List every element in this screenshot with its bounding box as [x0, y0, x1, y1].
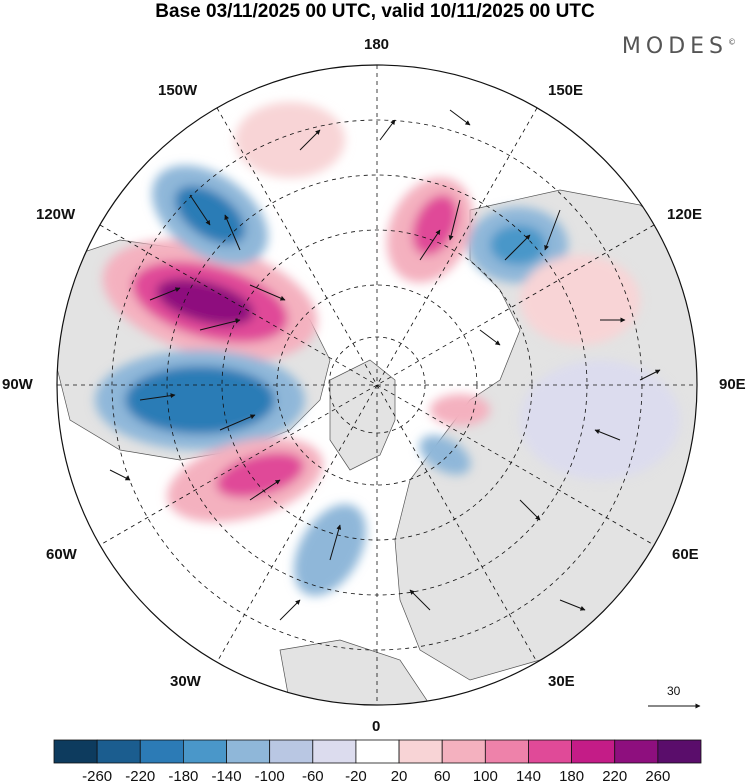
colorbar-swatch — [398, 739, 443, 764]
anomaly-pos-north-1 — [235, 102, 345, 178]
colorbar-swatch — [269, 739, 314, 764]
map-title: Base 03/11/2025 00 UTC, valid 10/11/2025… — [155, 1, 595, 22]
colorbar-tick-label: 140 — [516, 768, 541, 783]
colorbar-tick-label: -180 — [168, 768, 198, 783]
anomaly-pos-sw-2 — [216, 452, 304, 498]
anomaly-pos-center-e — [430, 394, 490, 426]
anomaly-neg-nw-2 — [174, 185, 246, 245]
graticule — [57, 65, 697, 705]
colorbar-swatch — [226, 739, 271, 764]
lon-label-60w: 60W — [46, 546, 77, 563]
modes-logo: MODES© — [622, 34, 736, 59]
colorbar: -260 -220 -180 -140 -100 -60 -20 20 60 100 140 180 2… — [53, 739, 702, 783]
colorbar-tick-label: -140 — [212, 768, 242, 783]
anomaly-neg-ne-2 — [490, 225, 546, 265]
anomaly-pos-n-2 — [412, 194, 458, 256]
anomaly-field — [95, 102, 680, 596]
colorbar-tick-label: -20 — [345, 768, 367, 783]
lon-label-150e: 150E — [548, 82, 584, 99]
lon-label-60e: 60E — [672, 546, 699, 563]
lon-label-150w: 150W — [158, 82, 198, 99]
lon-label-180: 180 — [364, 36, 390, 53]
colorbar-tick-label: 100 — [473, 768, 498, 783]
colorbar-swatch — [139, 739, 184, 764]
copyright-mark: © — [728, 37, 736, 47]
colorbar-tick-label: 180 — [559, 768, 584, 783]
colorbar-tick-label: 220 — [602, 768, 627, 783]
lon-label-90e: 90E — [719, 376, 746, 393]
colorbar-swatch — [96, 739, 141, 764]
reference-vector-label: 30 — [667, 684, 681, 698]
colorbar-swatch — [182, 739, 227, 764]
lon-label-0: 0 — [372, 718, 381, 735]
anomaly-neg-east — [520, 360, 680, 480]
anomaly-neg-se — [419, 435, 471, 475]
colorbar-swatch — [528, 739, 573, 764]
lon-label-120w: 120W — [36, 206, 76, 223]
lon-label-90w: 90W — [2, 376, 33, 393]
anomaly-neg-south — [293, 504, 367, 596]
colorbar-tick-label: -100 — [255, 768, 285, 783]
map-border — [56, 64, 698, 706]
colorbar-tick-label: 20 — [391, 768, 408, 783]
colorbar-tick-label: 60 — [434, 768, 451, 783]
colorbar-swatch — [571, 739, 616, 764]
brand-text: MODES — [621, 34, 728, 59]
wind-vectors — [109, 109, 661, 621]
lon-label-120e: 120E — [667, 206, 703, 223]
anomaly-pos-east — [520, 255, 640, 345]
colorbar-swatch — [53, 739, 98, 764]
anomaly-pos-west-core — [156, 278, 254, 326]
colorbar-swatch — [614, 739, 659, 764]
lon-label-30e: 30E — [548, 673, 575, 690]
colorbar-swatch — [657, 739, 702, 764]
colorbar-tick-label: -60 — [302, 768, 324, 783]
anomaly-neg-west-2 — [125, 366, 275, 434]
colorbar-swatch — [355, 739, 400, 764]
colorbar-tick-label: -220 — [125, 768, 155, 783]
colorbar-tick-label: -260 — [82, 768, 112, 783]
colorbar-swatch — [441, 739, 486, 764]
colorbar-swatch — [312, 739, 357, 764]
colorbar-tick-label: 260 — [645, 768, 670, 783]
lon-label-30w: 30W — [170, 673, 201, 690]
colorbar-swatch — [484, 739, 529, 764]
